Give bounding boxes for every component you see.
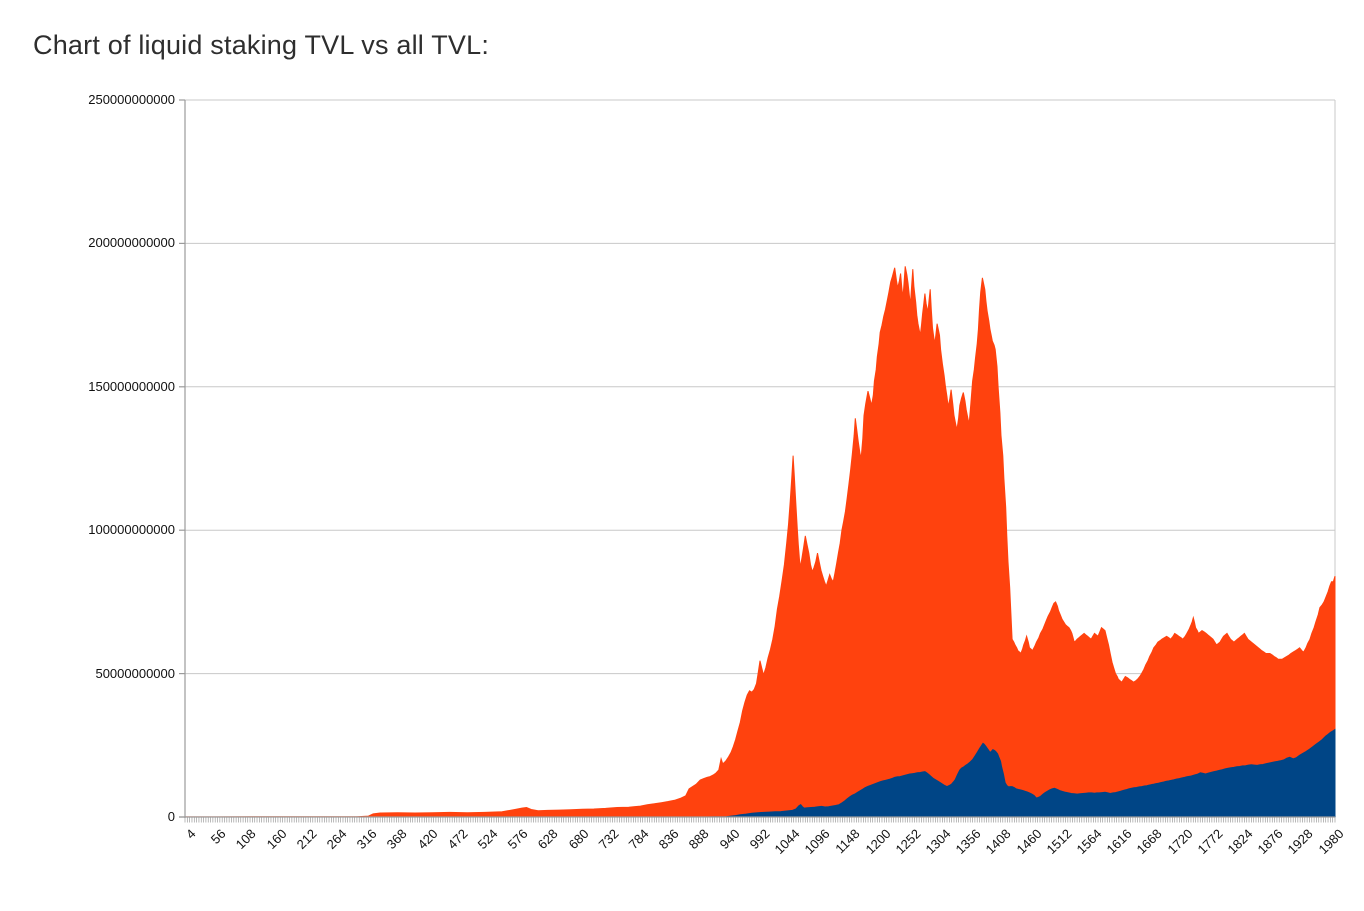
y-axis-label: 150000000000 [88, 378, 175, 394]
y-ticks [179, 99, 185, 818]
y-axis-label: 250000000000 [88, 92, 175, 107]
series-areas [184, 266, 1336, 818]
y-axis-label: 200000000000 [88, 235, 175, 251]
x-minor-ticks [184, 817, 1336, 823]
y-axis-label: 100000000000 [88, 522, 175, 538]
chart-title: Chart of liquid staking TVL vs all TVL: [33, 30, 490, 60]
all-tvl-area [184, 266, 1336, 818]
liquid-staking-tvl-area [185, 728, 1336, 818]
y-axis-label: 50000000000 [95, 665, 175, 681]
y-axis-label: 0 [167, 809, 175, 824]
